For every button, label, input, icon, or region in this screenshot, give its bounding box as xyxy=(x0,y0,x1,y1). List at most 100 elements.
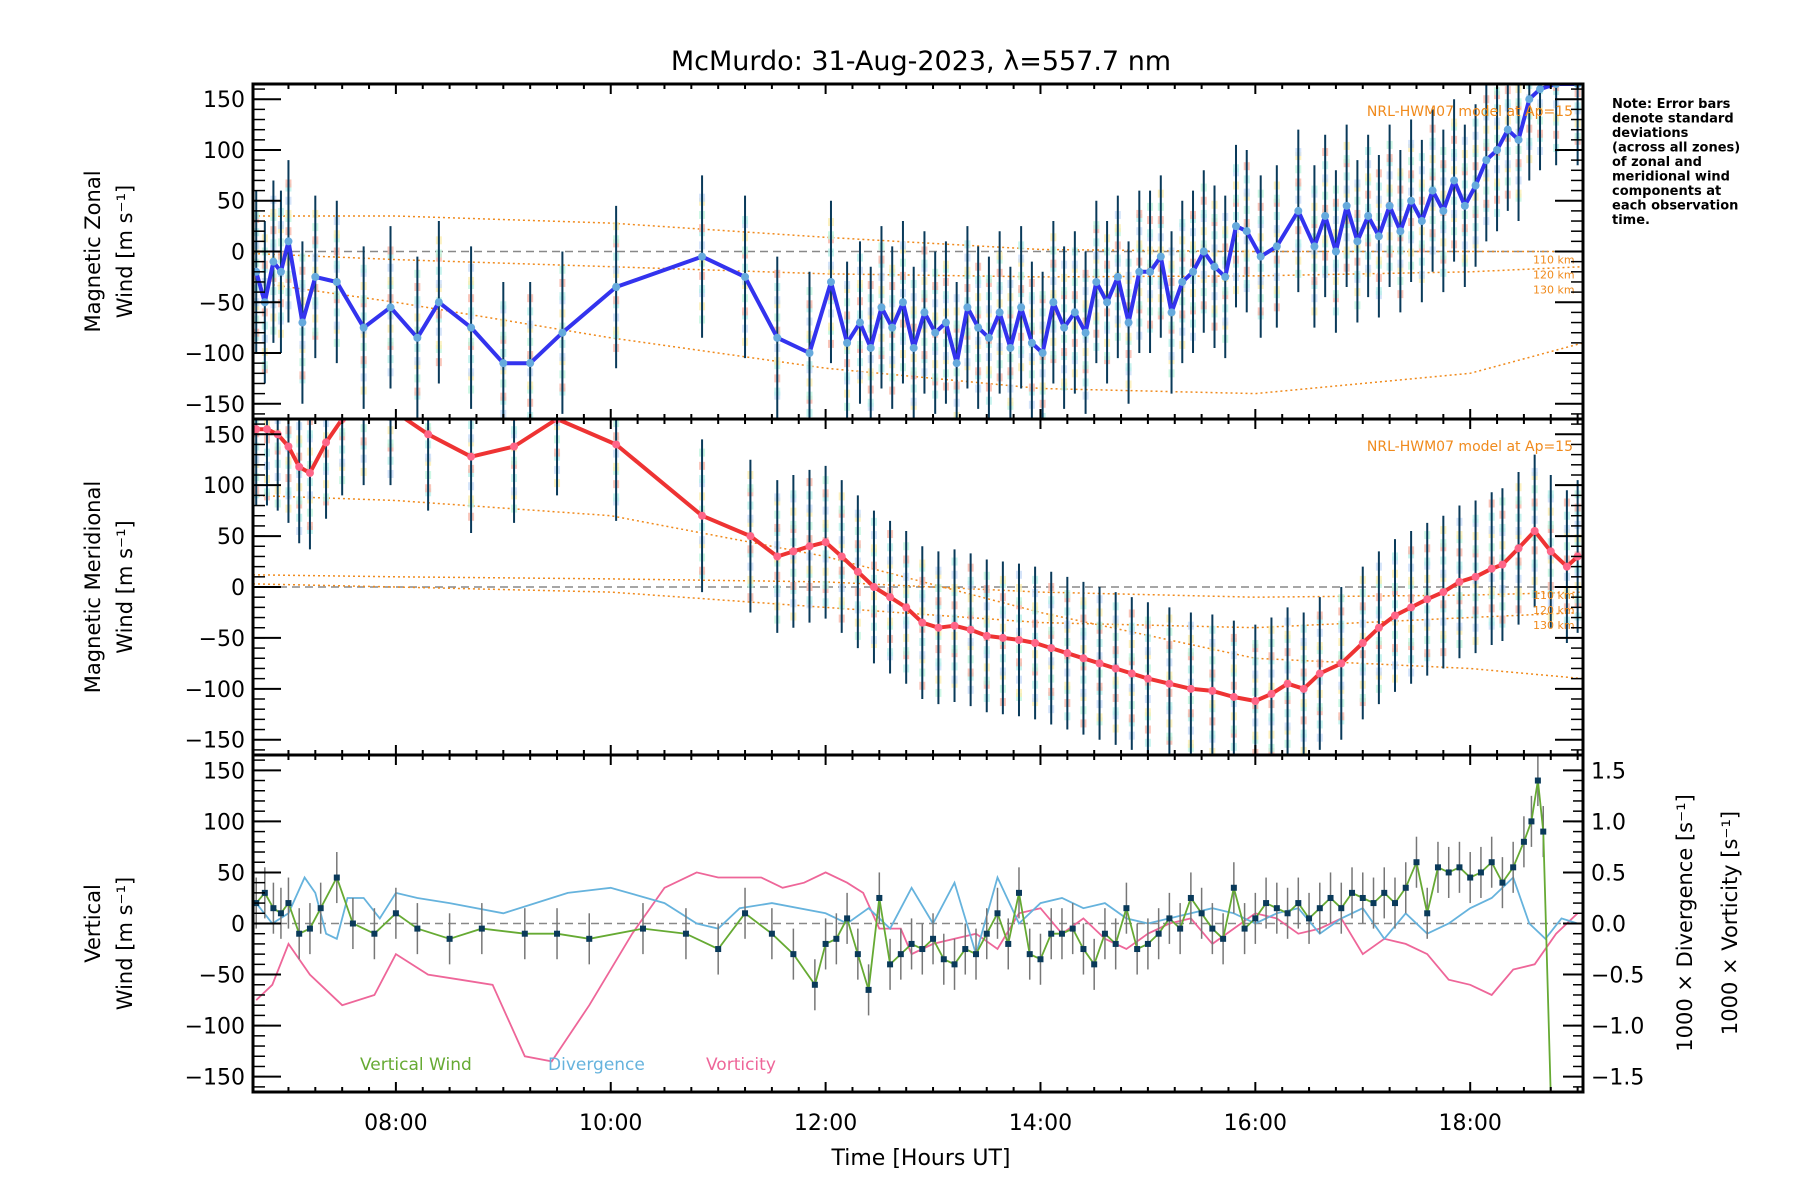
data-point xyxy=(1353,237,1362,246)
zone-point xyxy=(388,409,394,417)
zone-point xyxy=(554,357,560,365)
data-point xyxy=(1439,588,1448,597)
data-point xyxy=(413,333,422,342)
model-label: NRL-HWM07 model at Ap=15 xyxy=(1367,104,1573,120)
data-point xyxy=(1070,308,1079,317)
data-point xyxy=(974,323,983,332)
data-point xyxy=(1359,894,1366,901)
data-point xyxy=(902,603,911,612)
panel-zonal: NRL-HWM07 model at Ap=15 110 km 120 km 130 … xyxy=(81,38,1585,431)
data-point xyxy=(1221,272,1230,281)
data-point xyxy=(998,633,1007,642)
data-point xyxy=(1210,262,1219,271)
y-tick-label: 50 xyxy=(217,861,245,886)
data-point xyxy=(682,930,689,937)
zone-point xyxy=(500,423,506,431)
zone-point xyxy=(1505,73,1511,81)
data-point xyxy=(742,910,749,917)
data-point xyxy=(1267,689,1276,698)
data-point xyxy=(698,252,707,261)
zone-point xyxy=(613,375,619,383)
data-point xyxy=(1374,623,1383,632)
data-point xyxy=(1273,905,1280,912)
legend-vertical-wind: Vertical Wind xyxy=(360,1055,472,1075)
data-point xyxy=(1514,135,1523,144)
data-point xyxy=(1540,828,1547,835)
data-point xyxy=(1113,272,1122,281)
data-point xyxy=(284,237,293,246)
data-point xyxy=(877,303,886,312)
data-point xyxy=(897,951,904,958)
zone-point xyxy=(339,384,345,392)
zone-point xyxy=(511,396,517,404)
data-point xyxy=(1189,267,1198,276)
data-point xyxy=(387,405,395,413)
data-point xyxy=(1135,267,1144,276)
data-point xyxy=(1124,318,1133,327)
y-tick-label: −150 xyxy=(185,393,245,418)
data-point xyxy=(698,511,707,520)
data-point xyxy=(853,567,862,576)
x-tick-label: 14:00 xyxy=(1009,1111,1072,1136)
data-point xyxy=(1299,684,1308,693)
zone-point xyxy=(339,367,345,375)
y-tick-label: −50 xyxy=(199,291,245,316)
zone-point xyxy=(1553,39,1559,47)
data-point xyxy=(1456,864,1463,871)
zone-point xyxy=(339,398,345,406)
data-point xyxy=(1092,277,1101,286)
zone-point xyxy=(275,385,281,393)
data-point xyxy=(854,951,861,958)
data-point xyxy=(887,961,894,968)
data-point xyxy=(1488,859,1495,866)
data-point xyxy=(1006,343,1015,352)
y2-tick-label: 1.0 xyxy=(1591,810,1626,835)
data-point xyxy=(1047,644,1056,653)
data-point xyxy=(1049,298,1058,307)
zone-point xyxy=(613,406,619,414)
data-point xyxy=(931,328,940,337)
vorticity-line xyxy=(255,871,1579,1063)
data-point xyxy=(1338,905,1345,912)
note-line: each observation xyxy=(1612,199,1738,214)
y-tick-label: −100 xyxy=(185,342,245,367)
zone-point xyxy=(339,354,345,362)
data-point xyxy=(1229,692,1238,701)
zone-point xyxy=(285,400,291,408)
zone-point xyxy=(296,405,302,413)
data-point xyxy=(1390,611,1399,620)
data-point xyxy=(1095,659,1104,668)
y2-tick-label: −0.5 xyxy=(1591,964,1644,989)
data-point xyxy=(1417,217,1426,226)
data-point xyxy=(639,925,646,932)
data-point xyxy=(833,935,840,942)
data-point xyxy=(295,462,304,471)
x-tick-label: 16:00 xyxy=(1224,1111,1287,1136)
data-point xyxy=(1178,277,1187,286)
data-point xyxy=(1487,564,1496,573)
zone-point xyxy=(323,406,329,414)
legend-vorticity: Vorticity xyxy=(706,1055,776,1075)
data-point xyxy=(805,542,814,551)
y2-tick-label: −1.0 xyxy=(1591,1015,1644,1040)
data-point xyxy=(773,333,782,342)
zone-point xyxy=(296,409,302,417)
data-point xyxy=(1166,915,1173,922)
data-point xyxy=(371,930,378,937)
y-tick-label: 150 xyxy=(203,423,245,448)
data-point xyxy=(1048,930,1055,937)
data-point xyxy=(526,359,535,368)
data-point xyxy=(930,935,937,942)
y-tick-label: −150 xyxy=(185,729,245,754)
data-point xyxy=(1026,951,1033,958)
zone-point xyxy=(613,402,619,410)
data-point xyxy=(821,538,830,547)
zone-point xyxy=(554,405,560,413)
zone-point xyxy=(511,382,517,390)
model-curve-120km xyxy=(253,252,1583,278)
data-point xyxy=(865,986,872,993)
data-point xyxy=(311,272,320,281)
zone-point xyxy=(1575,59,1581,67)
y2-tick-label: 0.5 xyxy=(1591,861,1626,886)
zone-point xyxy=(1537,38,1543,46)
